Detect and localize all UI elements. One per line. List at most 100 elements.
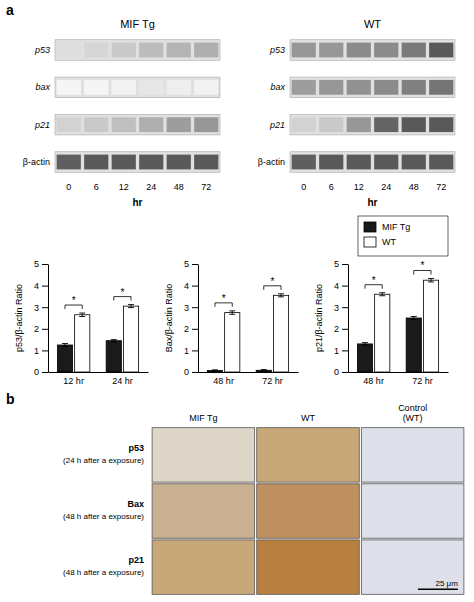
y-tick-label: 4 — [34, 281, 39, 291]
y-tick-mark — [42, 307, 48, 308]
y-axis-title: p53/β-actin Ratio — [14, 284, 24, 352]
y-tick: 0 — [34, 367, 48, 377]
x-axis: 48 hr 72 hr — [349, 373, 449, 387]
y-tick: 0 — [184, 367, 198, 377]
blot-lane-label: 6 — [329, 182, 334, 192]
blot-row-label: bax — [270, 82, 285, 92]
y-tick-mark — [42, 286, 48, 287]
blot-band — [194, 117, 218, 132]
blot-band — [139, 80, 163, 95]
bar — [375, 294, 390, 372]
blot-band — [319, 43, 343, 58]
error-bar — [278, 294, 284, 297]
x-tick-label: 72 hr — [412, 376, 433, 386]
x-axis-line — [49, 372, 149, 373]
scale-bar-label: 25 μm — [436, 579, 459, 588]
x-tick: 48 hr — [213, 376, 234, 386]
bar — [123, 306, 138, 372]
y-tick-mark — [342, 307, 348, 308]
y-tick: 0 — [334, 367, 348, 377]
ihc-cell — [257, 484, 360, 538]
blot-band — [112, 117, 136, 132]
y-axis: 012345 — [184, 259, 199, 377]
y-tick: 2 — [334, 324, 348, 334]
y-tick-label: 2 — [184, 324, 189, 334]
blot-strip — [55, 40, 220, 61]
y-axis-line — [348, 265, 349, 373]
error-bar — [128, 305, 134, 308]
blot-row-label: β-actin — [258, 157, 285, 167]
y-axis-title: Bax/β-actin Ratio — [164, 284, 174, 353]
y-tick: 3 — [34, 303, 48, 313]
significance-label: * — [222, 293, 226, 304]
x-axis-line — [199, 372, 299, 373]
blot-band — [374, 117, 398, 132]
blot-lane-label: 48 — [174, 182, 184, 192]
blot-row-label: p21 — [34, 120, 50, 130]
blot-band — [292, 117, 316, 132]
x-tick-label: 48 hr — [363, 376, 384, 386]
blot-strip — [55, 114, 220, 135]
x-axis: 48 hr72 hr — [199, 373, 299, 387]
bar — [106, 341, 121, 372]
blot-band — [139, 43, 163, 58]
ihc-cell — [257, 428, 360, 482]
blot-row-label: p53 — [269, 45, 285, 55]
y-tick-mark — [342, 350, 348, 351]
y-tick-mark — [342, 286, 348, 287]
figure: MIF Tgp53baxp21β-actin0612244872hraWTp53… — [0, 0, 474, 602]
blot-band — [319, 80, 343, 95]
blot-lane-label: 24 — [146, 182, 156, 192]
y-tick-mark — [192, 286, 198, 287]
row-label: p53(24 h after a exposure) — [63, 443, 144, 465]
blot-lane-label: 0 — [66, 182, 71, 192]
blot-band — [292, 155, 316, 170]
y-tick-mark — [342, 372, 348, 373]
blot-lane-label: 72 — [436, 182, 446, 192]
significance-label: * — [120, 287, 124, 298]
bar — [406, 318, 421, 372]
y-tick: 3 — [184, 303, 198, 313]
x-tick: 48 hr — [363, 376, 384, 386]
y-tick-label: 1 — [334, 346, 339, 356]
ihc-cell — [257, 540, 360, 594]
blot-band — [319, 117, 343, 132]
blot-band — [319, 155, 343, 170]
y-tick-mark — [342, 264, 348, 265]
y-axis-title: p21/β-actin Ratio — [314, 284, 324, 352]
bar-chart: 01234548 hr72 hrp21/β-actin Ratio**MIF T… — [314, 216, 449, 386]
blot-band — [347, 155, 371, 170]
plot-area — [357, 278, 438, 372]
blot-strip — [290, 152, 455, 173]
y-tick: 2 — [184, 324, 198, 334]
y-tick-label: 5 — [184, 259, 189, 269]
x-tick: 12 hr — [63, 376, 84, 386]
legend-label: WT — [382, 237, 396, 247]
y-tick-label: 5 — [334, 259, 339, 269]
legend-label: MIF Tg — [382, 222, 410, 232]
error-bar — [229, 311, 235, 314]
blot-band — [292, 80, 316, 95]
blot-title: WT — [364, 18, 381, 30]
legend-swatch — [364, 222, 376, 232]
blot-band — [402, 117, 426, 132]
blot-strip — [290, 114, 455, 135]
blot-band — [194, 43, 218, 58]
blot-row-label: bax — [35, 82, 50, 92]
x-axis-line — [349, 372, 449, 373]
error-bar — [62, 343, 68, 346]
bar-chart: 01234512 hr24 hrp53/β-actin Ratio** — [14, 259, 149, 386]
blot-band — [429, 117, 453, 132]
x-tick: 24 hr — [112, 376, 133, 386]
blot-band — [402, 80, 426, 95]
error-bar — [362, 343, 368, 346]
x-tick-label: 48 hr — [213, 376, 234, 386]
column-label: MIF Tg — [189, 413, 217, 423]
significance-label: * — [270, 276, 274, 287]
blot-band — [167, 155, 191, 170]
y-axis: 012345 — [334, 259, 349, 377]
y-tick-mark — [42, 264, 48, 265]
column-label: Control(WT) — [398, 403, 427, 423]
legend: MIF Tg WT — [358, 216, 448, 256]
plot-area — [57, 305, 138, 372]
